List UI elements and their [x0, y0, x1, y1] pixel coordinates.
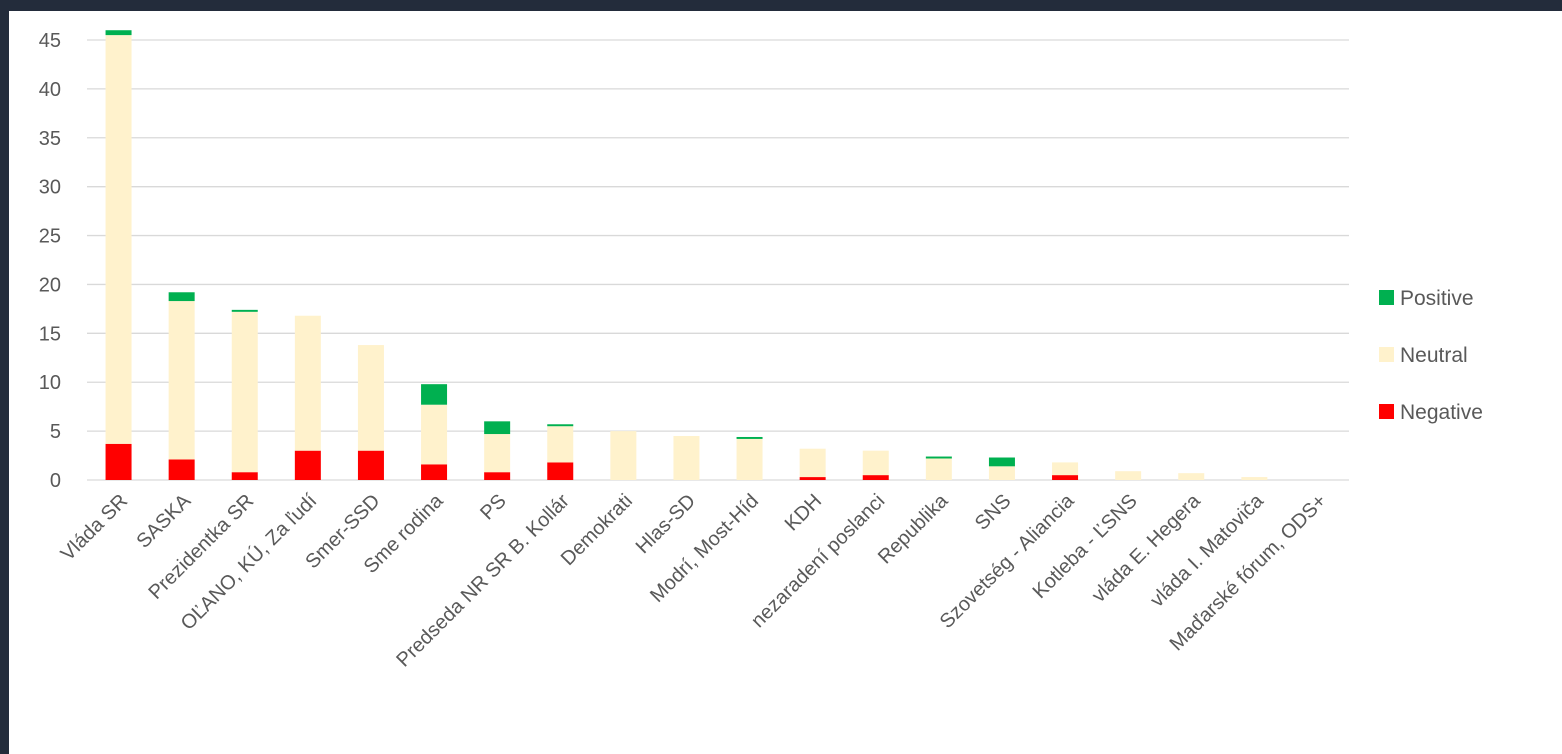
y-tick-label: 15 — [39, 323, 61, 345]
bar-segment-positive — [988, 457, 1015, 467]
bar-segment-negative — [294, 450, 321, 480]
y-tick-label: 5 — [50, 421, 61, 443]
bar-segment-positive — [736, 436, 763, 439]
y-axis-tick-labels: 0 5 10 15 20 25 30 35 40 45 — [39, 30, 61, 492]
bar-segment-positive — [484, 421, 511, 435]
bar-segment-positive — [547, 424, 574, 427]
x-category-label: vláda E. Hegera — [1088, 489, 1206, 607]
legend-swatch-negative — [1379, 404, 1394, 419]
y-tick-label: 45 — [39, 30, 61, 52]
bar-segment-neutral — [357, 345, 384, 451]
x-category-label: SNS — [971, 490, 1016, 535]
bar-segment-neutral — [105, 35, 132, 444]
bar-segment-neutral — [988, 466, 1015, 480]
x-category-label: SASKA — [132, 490, 195, 553]
y-tick-label: 40 — [39, 79, 61, 101]
bar-segment-neutral — [862, 450, 889, 476]
x-category-label: Republika — [874, 489, 953, 568]
bar-segment-neutral — [294, 315, 321, 451]
bar-segment-negative — [421, 464, 448, 480]
bar-segment-neutral — [1052, 462, 1079, 476]
bar-segment-positive — [168, 292, 195, 302]
legend-label-positive: Positive — [1400, 287, 1474, 310]
legend-swatch-neutral — [1379, 347, 1394, 362]
bar-segment-negative — [168, 459, 195, 480]
bar-segment-negative — [547, 462, 574, 480]
bars — [105, 30, 1268, 480]
gridlines — [87, 39, 1349, 481]
bar-segment-neutral — [1178, 473, 1205, 480]
bar-segment-positive — [925, 456, 952, 459]
x-category-label: Vláda SR — [57, 490, 132, 565]
y-tick-label: 10 — [39, 372, 61, 394]
bar-segment-neutral — [610, 431, 637, 480]
stacked-bar-chart: 0 5 10 15 20 25 30 35 40 45 Vláda SR SASKAPreziden… — [39, 30, 1483, 671]
bar-segment-positive — [421, 384, 448, 405]
bar-segment-negative — [231, 472, 258, 480]
bar-segment-neutral — [168, 301, 195, 460]
bar-segment-positive — [105, 30, 132, 36]
legend: Positive Neutral Negative — [1379, 287, 1483, 424]
bar-segment-neutral — [547, 426, 574, 463]
y-tick-label: 20 — [39, 274, 61, 296]
bar-segment-neutral — [799, 448, 826, 478]
bar-segment-neutral — [421, 404, 448, 465]
legend-swatch-positive — [1379, 290, 1394, 305]
x-category-label: Modrí, Most-Híd — [646, 490, 763, 607]
bar-segment-negative — [799, 477, 826, 480]
chart-frame: 0 5 10 15 20 25 30 35 40 45 Vláda SR SASKA Preziden… — [9, 11, 1562, 754]
y-tick-label: 25 — [39, 226, 61, 248]
legend-label-neutral: Neutral — [1400, 344, 1468, 367]
x-category-label: KDH — [781, 490, 826, 535]
x-category-label: vláda I. Matoviča — [1146, 489, 1268, 611]
y-tick-label: 35 — [39, 128, 61, 150]
bar-segment-positive — [231, 309, 258, 312]
bar-segment-neutral — [736, 438, 763, 480]
bar-segment-negative — [1052, 475, 1079, 480]
bar-segment-neutral — [1115, 471, 1142, 480]
bar-segment-negative — [862, 475, 889, 480]
bar-segment-neutral — [231, 311, 258, 473]
bar-segment-neutral — [484, 434, 511, 473]
legend-label-negative: Negative — [1400, 401, 1483, 424]
y-tick-label: 0 — [50, 470, 61, 492]
bar-segment-negative — [105, 443, 132, 480]
bar-segment-negative — [484, 472, 511, 480]
x-category-label: PS — [476, 490, 510, 524]
bar-segment-neutral — [673, 436, 700, 480]
bar-segment-neutral — [925, 458, 952, 480]
bar-segment-negative — [357, 450, 384, 480]
bar-segment-neutral — [1241, 477, 1268, 480]
y-tick-label: 30 — [39, 177, 61, 199]
